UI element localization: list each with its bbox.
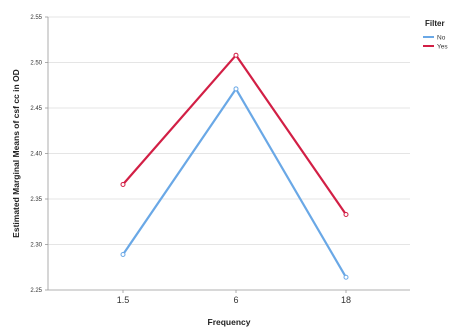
x-tick-label: 18: [341, 295, 351, 305]
data-point-yes: [343, 211, 349, 217]
y-tick-label: 2.40: [30, 152, 42, 158]
legend: Filter No Yes: [423, 19, 448, 50]
series-line-yes: [121, 54, 348, 216]
series-line-no: [121, 87, 348, 279]
y-tick-label: 2.30: [30, 243, 42, 249]
x-tick-labels: 1.5 6 18: [117, 290, 351, 305]
data-point-yes: [233, 52, 239, 58]
x-tick-label: 1.5: [117, 295, 130, 305]
data-point-no: [343, 274, 349, 280]
legend-label-yes: Yes: [437, 43, 448, 50]
gridlines: [48, 16, 410, 245]
y-tick-label: 2.45: [30, 106, 42, 112]
y-tick-label: 2.35: [30, 197, 42, 203]
legend-title: Filter: [425, 19, 445, 28]
y-axis-title: Estimated Marginal Means of csf cc in OD: [11, 69, 21, 238]
y-tick-label: 2.50: [30, 61, 42, 67]
data-point-yes: [120, 181, 126, 187]
series-lines: [120, 52, 349, 280]
x-tick-label: 6: [233, 295, 238, 305]
x-axis-title: Frequency: [208, 317, 251, 327]
y-tick-label: 2.55: [30, 15, 42, 21]
legend-entries: No Yes: [423, 34, 448, 50]
y-tick-label: 2.25: [30, 288, 42, 294]
y-tick-labels: 2.25 2.30 2.35 2.40 2.45 2.50 2.55: [30, 15, 48, 294]
data-point-no: [233, 86, 239, 92]
data-point-no: [120, 252, 126, 258]
legend-label-no: No: [437, 34, 446, 41]
